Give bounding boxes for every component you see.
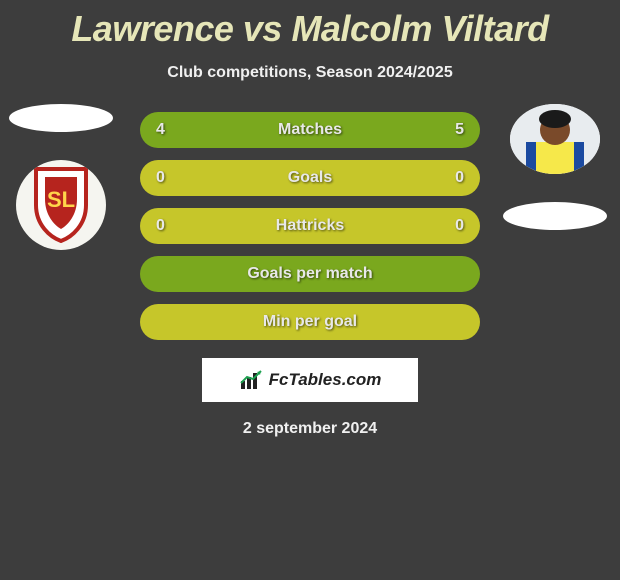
shield-icon: SL: [32, 167, 90, 243]
stat-label: Goals per match: [247, 265, 372, 283]
stat-row-goals: 0 Goals 0: [140, 160, 480, 196]
stat-row-goals-per-match: Goals per match: [140, 256, 480, 292]
left-club-crest: SL: [16, 160, 106, 250]
stat-rows: 4 Matches 5 0 Goals 0 0 Hattricks 0 Goal…: [140, 112, 480, 340]
stat-label: Min per goal: [263, 313, 357, 331]
date-line: 2 september 2024: [0, 420, 620, 438]
stat-label: Matches: [278, 121, 342, 139]
svg-text:SL: SL: [47, 187, 75, 212]
left-player-photo-placeholder: [9, 104, 113, 132]
right-player-photo: [510, 104, 600, 174]
stat-row-min-per-goal: Min per goal: [140, 304, 480, 340]
stat-label: Hattricks: [276, 217, 344, 235]
brand-text: FcTables.com: [269, 370, 382, 390]
stat-right-value: 5: [444, 121, 464, 139]
stat-label: Goals: [288, 169, 332, 187]
stat-row-matches: 4 Matches 5: [140, 112, 480, 148]
stat-left-value: 4: [156, 121, 176, 139]
stat-right-value: 0: [444, 169, 464, 187]
stat-left-value: 0: [156, 169, 176, 187]
subtitle: Club competitions, Season 2024/2025: [0, 64, 620, 82]
stat-left-value: 0: [156, 217, 176, 235]
left-player-column: SL: [6, 104, 116, 250]
avatar-icon: [510, 104, 600, 174]
bar-chart-icon: [239, 369, 265, 391]
stat-right-value: 0: [444, 217, 464, 235]
brand-badge: FcTables.com: [202, 358, 418, 402]
right-club-crest-placeholder: [503, 202, 607, 230]
comparison-area: SL 4 Matches 5 0 Goals 0: [0, 112, 620, 438]
page-title: Lawrence vs Malcolm Viltard: [0, 0, 620, 50]
right-player-column: [500, 104, 610, 230]
stat-row-hattricks: 0 Hattricks 0: [140, 208, 480, 244]
